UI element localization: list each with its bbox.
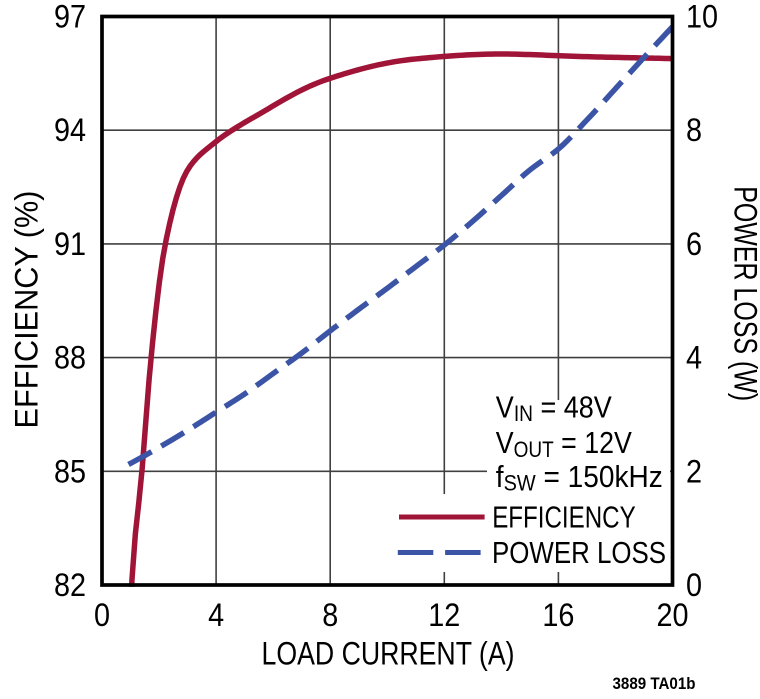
svg-text:0: 0 <box>686 568 702 604</box>
svg-text:16: 16 <box>542 598 574 634</box>
svg-text:97: 97 <box>54 0 86 35</box>
svg-text:POWER LOSS (W): POWER LOSS (W) <box>728 186 760 401</box>
svg-text:3889 TA01b: 3889 TA01b <box>613 675 696 693</box>
svg-text:0: 0 <box>94 598 110 634</box>
svg-text:10: 10 <box>686 0 718 35</box>
svg-text:VOUT = 12V: VOUT = 12V <box>496 425 632 462</box>
svg-text:82: 82 <box>54 568 86 604</box>
svg-text:4: 4 <box>686 340 702 376</box>
svg-text:6: 6 <box>686 227 702 263</box>
svg-text:2: 2 <box>686 454 702 490</box>
svg-text:8: 8 <box>322 598 338 634</box>
svg-text:8: 8 <box>686 113 702 149</box>
svg-text:LOAD CURRENT (A): LOAD CURRENT (A) <box>262 636 515 672</box>
svg-text:91: 91 <box>54 227 86 263</box>
svg-text:EFFICIENCY: EFFICIENCY <box>492 500 636 535</box>
svg-text:94: 94 <box>54 113 86 149</box>
svg-text:EFFICIENCY (%): EFFICIENCY (%) <box>9 191 45 429</box>
svg-text:VIN = 48V: VIN = 48V <box>496 390 612 427</box>
svg-text:20: 20 <box>656 598 688 634</box>
svg-text:12: 12 <box>428 598 460 634</box>
svg-text:4: 4 <box>208 598 224 634</box>
svg-text:88: 88 <box>54 340 86 376</box>
svg-text:85: 85 <box>54 454 86 490</box>
svg-text:POWER LOSS: POWER LOSS <box>492 535 666 570</box>
